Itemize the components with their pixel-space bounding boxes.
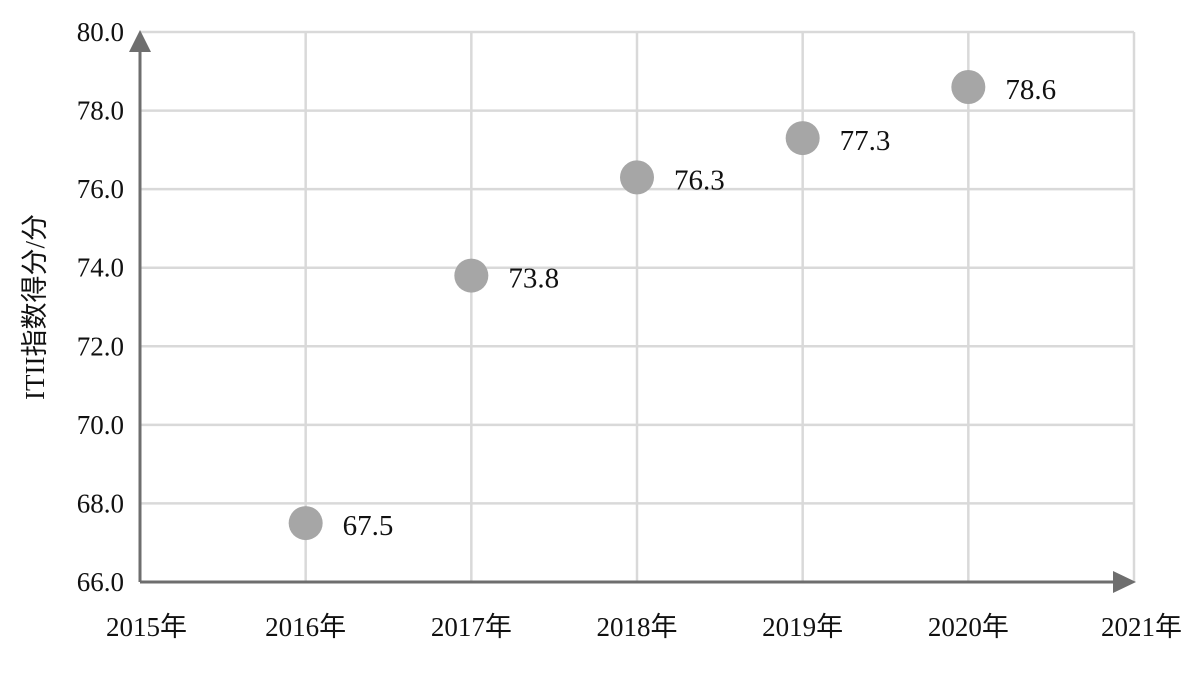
x-tick-label: 2016年 xyxy=(265,612,346,642)
y-tick-label: 70.0 xyxy=(77,410,124,440)
x-tick-label: 2021年 xyxy=(1101,612,1182,642)
x-tick-label: 2015年 xyxy=(106,612,187,642)
y-tick-label: 78.0 xyxy=(77,96,124,126)
y-tick-label: 74.0 xyxy=(77,253,124,283)
x-axis-arrow xyxy=(1113,571,1136,593)
y-tick-label: 80.0 xyxy=(77,17,124,47)
x-tick-label: 2020年 xyxy=(928,612,1009,642)
data-point xyxy=(454,258,489,293)
y-axis-arrow xyxy=(129,30,151,52)
data-point xyxy=(288,506,323,541)
data-label: 78.6 xyxy=(1005,74,1056,106)
y-tick-label: 76.0 xyxy=(77,174,124,204)
y-axis-title: ITII指数得分/分 xyxy=(20,214,50,400)
data-label-layer: 67.5 73.8 76.3 77.3 78.6 xyxy=(343,74,1056,542)
y-tick-label: 68.0 xyxy=(77,488,124,518)
x-tick-label: 2019年 xyxy=(762,612,843,642)
x-tick-label: 2018年 xyxy=(597,612,678,642)
data-point xyxy=(620,160,654,195)
data-label: 73.8 xyxy=(508,263,559,295)
data-point-layer xyxy=(288,70,986,541)
y-tick-label: 66.0 xyxy=(77,567,124,597)
data-label: 77.3 xyxy=(840,125,891,157)
axis-layer xyxy=(129,30,1136,593)
y-tick-label: 72.0 xyxy=(77,331,124,361)
data-point xyxy=(951,70,986,104)
data-label: 67.5 xyxy=(343,510,394,542)
data-label: 76.3 xyxy=(674,164,725,196)
tick-label-layer: 66.0 68.0 70.0 72.0 74.0 76.0 78.0 80.0 2015年 201… xyxy=(77,17,1182,642)
x-tick-label: 2017年 xyxy=(431,612,512,642)
data-point xyxy=(785,121,820,156)
grid-layer xyxy=(140,30,1136,582)
